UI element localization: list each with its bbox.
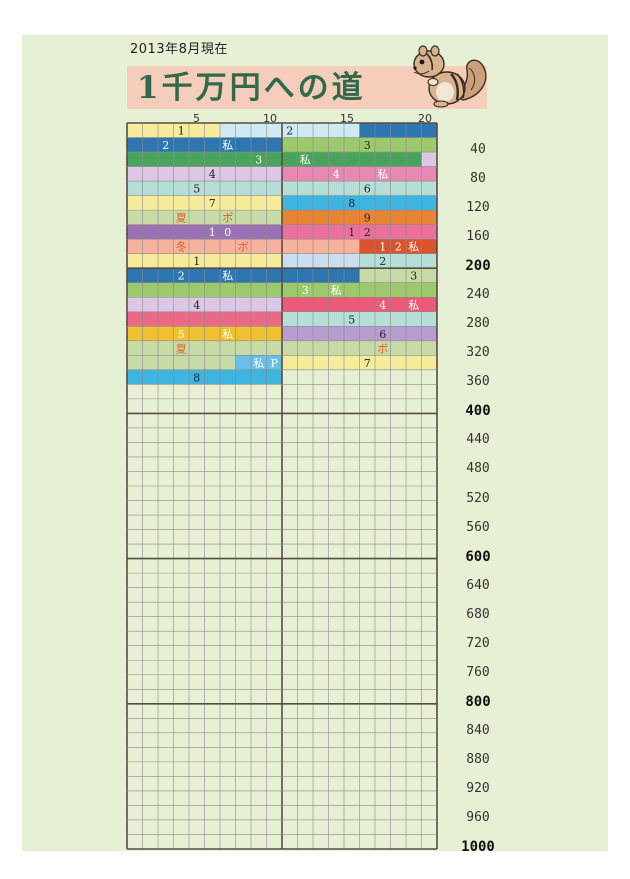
milestone-label: 640	[466, 577, 490, 593]
milestone-label: 840	[466, 722, 490, 738]
cell-label: 9	[364, 212, 371, 225]
cell-label: 私	[331, 284, 342, 297]
milestone-label: 440	[466, 432, 490, 448]
cell-label: 2	[379, 255, 386, 268]
column-number-10: 10	[263, 112, 277, 125]
grid-segment	[282, 253, 360, 269]
milestone-label: 320	[466, 345, 490, 361]
cell-label: 1	[193, 255, 200, 268]
cell-label: 7	[364, 357, 371, 370]
milestone-label: 960	[466, 809, 490, 825]
grid-segment	[127, 268, 360, 283]
grid-segment	[359, 239, 437, 254]
cell-label: 8	[193, 371, 200, 384]
grid-segment	[421, 152, 437, 167]
cell-label: 3	[302, 284, 309, 297]
cell-label: 夏	[176, 212, 187, 225]
cell-label: 1	[178, 125, 185, 138]
cell-label: ボ	[238, 241, 249, 254]
cell-label: ボ	[377, 342, 388, 355]
cell-label: 0	[224, 226, 231, 239]
milestone-label: 520	[466, 490, 490, 506]
cell-label: 私	[253, 357, 264, 370]
cell-label: 冬	[176, 240, 187, 254]
cell-label: 2	[364, 226, 371, 239]
milestone-label: 600	[465, 548, 491, 565]
milestone-label: 920	[466, 780, 490, 796]
cell-label: P	[271, 357, 279, 370]
grid-segment	[359, 123, 437, 138]
column-number-5: 5	[193, 112, 200, 125]
cell-label: 私	[408, 241, 419, 254]
cell-label: 私	[300, 154, 311, 167]
cell-label: 私	[408, 299, 419, 312]
grid-segment	[127, 239, 360, 254]
cell-label: 3	[255, 154, 262, 167]
milestone-label: 200	[465, 258, 491, 275]
cell-label: 1	[209, 226, 216, 239]
grid-segment	[127, 152, 422, 167]
milestone-label: 240	[466, 287, 490, 303]
cell-label: 6	[379, 328, 386, 341]
milestone-label: 160	[466, 229, 490, 245]
milestone-label: 680	[466, 606, 490, 622]
cell-label: 5	[193, 183, 200, 196]
cell-label: 5	[178, 328, 185, 341]
chipmunk-icon	[413, 45, 487, 108]
grid-segment	[282, 123, 360, 138]
milestone-label: 760	[466, 664, 490, 680]
cell-label: 2	[162, 139, 169, 152]
milestone-label: 560	[466, 519, 490, 535]
cell-label: 4	[193, 299, 200, 312]
cell-label: 私	[377, 168, 388, 181]
cell-label: 私	[222, 139, 233, 152]
cell-label: 夏	[176, 342, 187, 355]
date-label: 2013年8月現在	[130, 42, 228, 57]
milestone-label: 480	[466, 461, 490, 477]
cell-label: 4	[333, 168, 340, 181]
cell-label: 1	[379, 241, 386, 254]
cell-label: 2	[286, 125, 293, 138]
cell-label: 1	[348, 226, 355, 239]
grid-segment	[359, 253, 437, 269]
milestone-label: 80	[470, 171, 486, 187]
milestone-label: 40	[470, 142, 486, 158]
grid-segment	[359, 268, 437, 283]
cell-label: 7	[209, 197, 216, 210]
cell-label: 2	[395, 241, 402, 254]
cell-label: 私	[222, 328, 233, 341]
milestone-label: 880	[466, 751, 490, 767]
cell-label: 8	[348, 197, 355, 210]
milestone-label: 720	[466, 635, 490, 651]
cell-label: 3	[410, 270, 417, 283]
milestone-label: 120	[466, 200, 490, 216]
cell-label: 6	[364, 183, 371, 196]
cell-label: 私	[222, 270, 233, 283]
milestone-label: 400	[465, 403, 491, 420]
cell-label: ボ	[222, 212, 233, 225]
cell-label: 3	[364, 139, 371, 152]
milestone-label: 1000	[461, 839, 495, 855]
column-number-15: 15	[340, 112, 354, 125]
cell-label: 4	[209, 168, 216, 181]
grid-segment	[127, 355, 236, 370]
grid-segment	[235, 355, 282, 370]
cell-label: 4	[379, 299, 386, 312]
cell-label: 5	[348, 313, 355, 326]
milestone-label: 360	[466, 374, 490, 390]
column-number-20: 20	[418, 112, 432, 125]
page-title: 1千万円への道	[137, 70, 366, 106]
milestone-label: 280	[466, 316, 490, 332]
cell-label: 2	[178, 270, 185, 283]
milestone-label: 800	[465, 693, 491, 710]
